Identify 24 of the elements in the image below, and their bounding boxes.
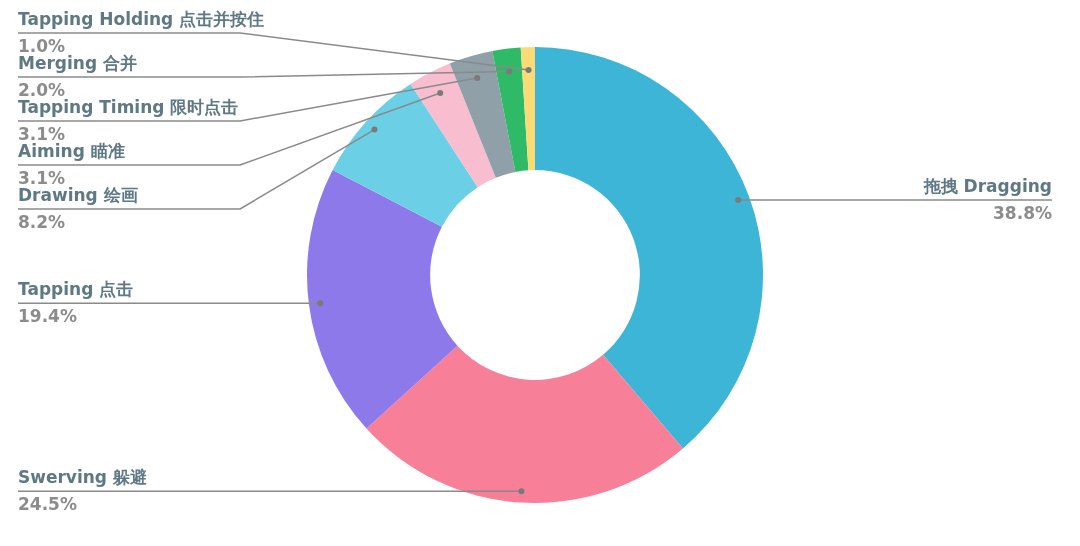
slice-label: Tapping Holding 点击并按住 [18,9,265,29]
data-label: 19.4% [18,306,77,327]
donut-slice [449,51,516,178]
donut-slice [410,63,496,188]
data-label: 24.5% [18,494,77,515]
slice-label: Merging 合并 [18,53,138,73]
slice-label: Tapping 点击 [18,279,134,300]
slice-label: Drawing 绘画 [18,185,138,205]
donut-slice [520,47,535,171]
slice-label: Swerving 躲避 [18,467,147,488]
slice-label: 拖拽 Dragging [922,176,1052,197]
slice-label: Aiming 瞄准 [18,141,125,161]
data-label: 2.0% [18,80,66,100]
data-label: 38.8% [993,203,1052,224]
slice-label: Tapping Timing 限时点击 [18,97,239,117]
donut-slice [535,47,763,449]
data-label: 3.1% [18,168,66,188]
donut-slice [366,345,683,503]
donut-slice [332,83,478,227]
data-label: 8.2% [18,212,66,232]
donut-slice [307,170,458,429]
donut-slice [492,47,529,172]
data-label: 3.1% [18,124,66,144]
data-label: 1.0% [18,36,66,56]
